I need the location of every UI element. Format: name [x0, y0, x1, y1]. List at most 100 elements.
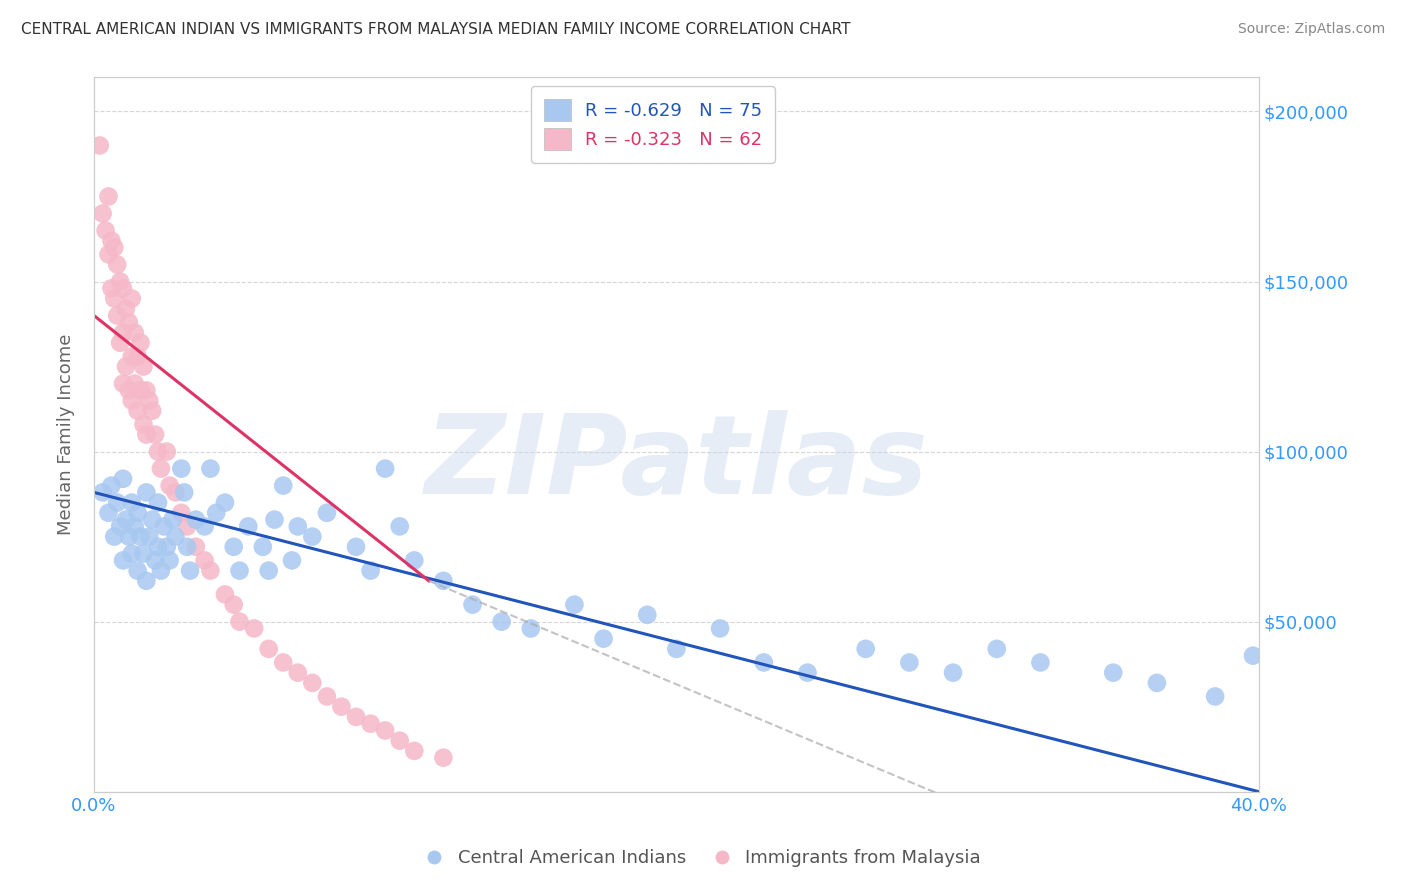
Point	[194, 519, 217, 533]
Point	[91, 206, 114, 220]
Point	[97, 247, 120, 261]
Point	[170, 506, 193, 520]
Point	[141, 403, 163, 417]
Point	[461, 598, 484, 612]
Point	[97, 189, 120, 203]
Point	[432, 574, 454, 588]
Point	[257, 641, 280, 656]
Point	[200, 461, 222, 475]
Point	[374, 723, 396, 738]
Text: Source: ZipAtlas.com: Source: ZipAtlas.com	[1237, 22, 1385, 37]
Point	[112, 472, 135, 486]
Point	[141, 513, 163, 527]
Point	[100, 281, 122, 295]
Point	[108, 519, 131, 533]
Point	[344, 540, 367, 554]
Point	[404, 744, 426, 758]
Point	[138, 393, 160, 408]
Legend: Central American Indians, Immigrants from Malaysia: Central American Indians, Immigrants fro…	[418, 842, 988, 874]
Point	[388, 519, 411, 533]
Point	[105, 309, 128, 323]
Point	[214, 495, 236, 509]
Point	[143, 427, 166, 442]
Point	[115, 513, 138, 527]
Point	[238, 519, 260, 533]
Point	[121, 495, 143, 509]
Point	[330, 699, 353, 714]
Point	[360, 564, 382, 578]
Point	[432, 750, 454, 764]
Point	[153, 519, 176, 533]
Point	[287, 665, 309, 680]
Point	[135, 427, 157, 442]
Point	[942, 665, 965, 680]
Point	[118, 315, 141, 329]
Point	[112, 376, 135, 391]
Point	[89, 138, 111, 153]
Point	[127, 403, 149, 417]
Point	[159, 553, 181, 567]
Point	[124, 376, 146, 391]
Point	[105, 495, 128, 509]
Point	[263, 513, 285, 527]
Point	[149, 461, 172, 475]
Point	[159, 478, 181, 492]
Point	[100, 234, 122, 248]
Point	[132, 547, 155, 561]
Point	[287, 519, 309, 533]
Point	[135, 384, 157, 398]
Point	[138, 530, 160, 544]
Point	[156, 540, 179, 554]
Point	[176, 519, 198, 533]
Point	[124, 519, 146, 533]
Point	[709, 622, 731, 636]
Point	[316, 506, 339, 520]
Point	[252, 540, 274, 554]
Point	[146, 444, 169, 458]
Point	[100, 478, 122, 492]
Point	[121, 349, 143, 363]
Point	[184, 540, 207, 554]
Point	[1029, 656, 1052, 670]
Point	[1102, 665, 1125, 680]
Point	[118, 384, 141, 398]
Point	[301, 676, 323, 690]
Point	[1204, 690, 1226, 704]
Point	[132, 359, 155, 374]
Point	[228, 564, 250, 578]
Point	[271, 656, 294, 670]
Point	[156, 444, 179, 458]
Text: ZIPatlas: ZIPatlas	[425, 409, 928, 516]
Point	[146, 540, 169, 554]
Point	[520, 622, 543, 636]
Point	[173, 485, 195, 500]
Point	[222, 598, 245, 612]
Point	[898, 656, 921, 670]
Point	[103, 530, 125, 544]
Point	[121, 547, 143, 561]
Point	[112, 553, 135, 567]
Point	[165, 530, 187, 544]
Point	[316, 690, 339, 704]
Point	[184, 513, 207, 527]
Point	[91, 485, 114, 500]
Point	[243, 622, 266, 636]
Point	[143, 553, 166, 567]
Point	[1146, 676, 1168, 690]
Point	[135, 574, 157, 588]
Point	[105, 258, 128, 272]
Legend: R = -0.629   N = 75, R = -0.323   N = 62: R = -0.629 N = 75, R = -0.323 N = 62	[531, 87, 775, 163]
Point	[796, 665, 818, 680]
Point	[855, 641, 877, 656]
Point	[103, 292, 125, 306]
Point	[271, 478, 294, 492]
Point	[592, 632, 614, 646]
Point	[127, 349, 149, 363]
Point	[170, 461, 193, 475]
Point	[564, 598, 586, 612]
Point	[176, 540, 198, 554]
Point	[129, 335, 152, 350]
Point	[127, 506, 149, 520]
Point	[118, 530, 141, 544]
Point	[103, 240, 125, 254]
